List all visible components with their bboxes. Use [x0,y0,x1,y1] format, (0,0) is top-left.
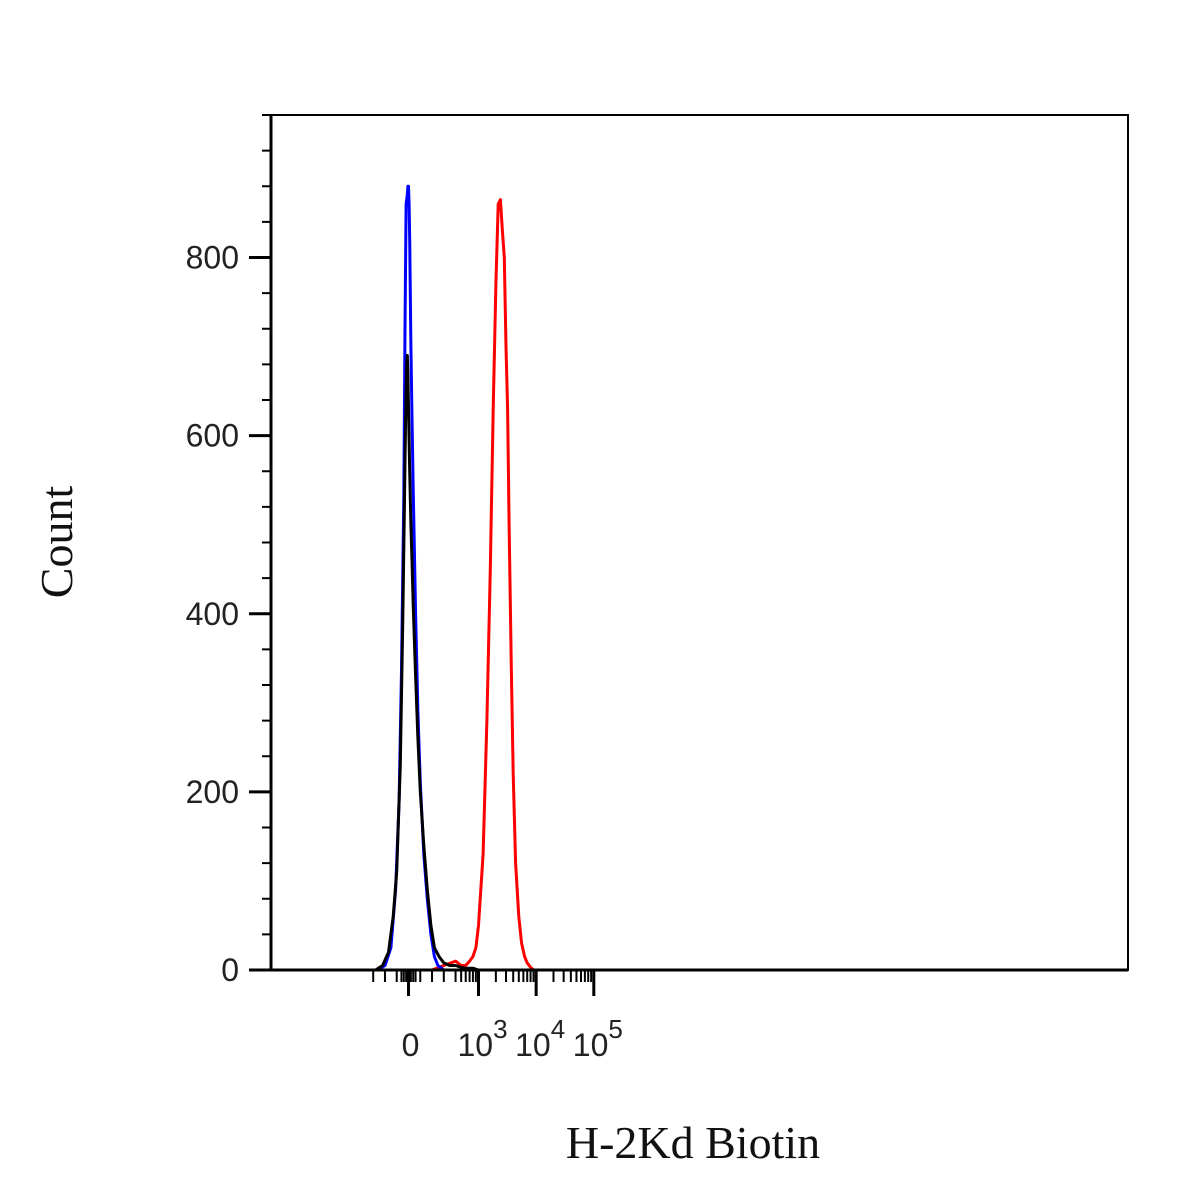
y-axis-title: Count [31,486,82,599]
x-tick-label: 0 [402,1027,420,1063]
y-tick-label: 800 [186,240,239,276]
x-axis-title: H-2Kd Biotin [566,1117,820,1168]
tick-labels-layer: 0 200 400 600 800 0 103 104 105 [186,240,623,1064]
x-tick-label: 103 [457,1014,507,1063]
x-tick-label: 104 [515,1014,565,1063]
black-histogram-curve [374,354,594,972]
x-tick-label: 105 [573,1014,623,1063]
y-tick-label: 600 [186,418,239,454]
y-tick-label: 200 [186,774,239,810]
ticks-layer [249,114,596,996]
y-tick-label: 0 [221,952,239,988]
y-tick-label: 400 [186,596,239,632]
